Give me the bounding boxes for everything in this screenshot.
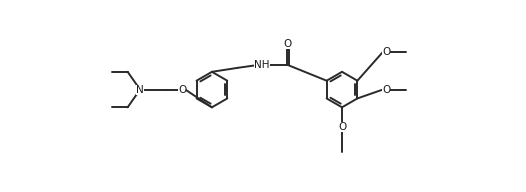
Text: O: O bbox=[284, 39, 292, 49]
Text: O: O bbox=[382, 47, 390, 57]
Text: NH: NH bbox=[255, 60, 270, 70]
Text: N: N bbox=[136, 84, 144, 95]
Text: O: O bbox=[338, 122, 346, 132]
Text: O: O bbox=[382, 84, 390, 95]
Text: O: O bbox=[178, 84, 187, 95]
